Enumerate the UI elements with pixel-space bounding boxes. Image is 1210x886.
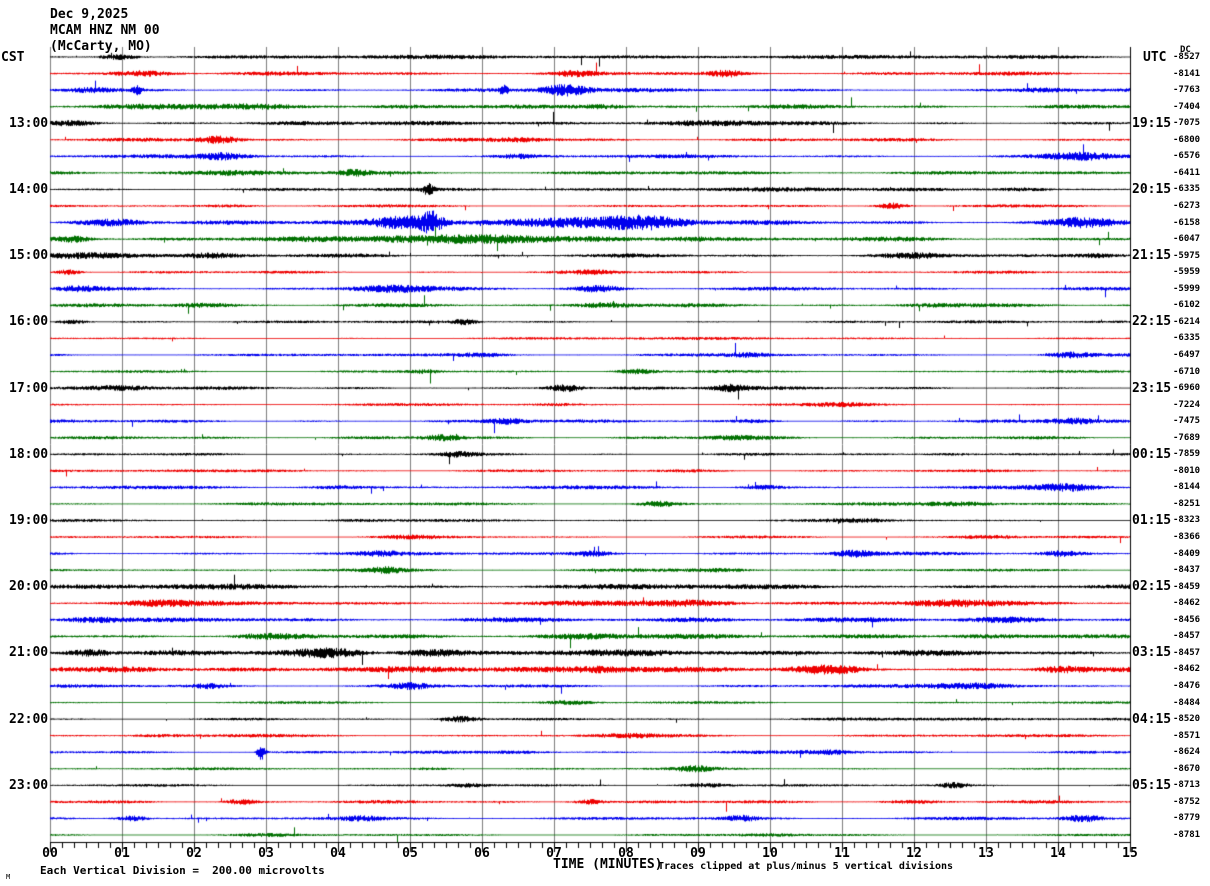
x-axis-tick-label: 14 [1050,846,1066,861]
dc-offset-value: -8141 [1173,68,1201,79]
cst-hour-label: 16:00 [9,314,49,330]
dc-offset-value: -6335 [1173,333,1201,344]
dc-offset-value: -6102 [1173,300,1201,311]
dc-offset-value: -6214 [1173,316,1201,327]
scale-note: Each Vertical Division = 200.00 microvol… [40,864,325,877]
clip-note: Traces clipped at plus/minus 5 vertical … [658,861,954,872]
dc-offset-value: -6273 [1173,200,1201,211]
title-location: (McCarty, MO) [50,39,152,54]
dc-offset-value: -6335 [1173,184,1201,195]
dc-offset-value: -5959 [1173,267,1201,278]
title-station: MCAM HNZ NM 00 [50,23,160,38]
utc-hour-label: 19:15 [1132,115,1172,131]
dc-offset-value: -8366 [1173,532,1201,543]
dc-offset-value: -6800 [1173,134,1201,145]
dc-offset-value: -8527 [1173,52,1201,62]
x-axis-tick-label: 03 [258,846,274,861]
dc-offset-value: -8459 [1173,581,1201,592]
utc-hour-label: 03:15 [1132,645,1172,661]
utc-hour-label: 04:15 [1132,711,1172,727]
dc-offset-value: -8571 [1173,730,1201,741]
x-axis-title: TIME (MINUTES) [553,857,663,872]
utc-hour-label: 00:15 [1132,446,1172,462]
x-axis-tick-label: 07 [546,846,562,861]
x-axis-tick-label: 00 [42,846,58,861]
utc-hour-label: 01:15 [1132,512,1172,528]
dc-offset-value: -8476 [1173,681,1201,692]
dc-offset-value: -8437 [1173,565,1201,576]
dc-offset-value: -7404 [1173,101,1201,112]
cst-hour-label: 13:00 [9,115,49,131]
corner-mark: M [6,873,11,881]
dc-offset-value: -5999 [1173,283,1201,294]
dc-offset-value: -7475 [1173,416,1201,427]
dc-offset-value: -6158 [1173,217,1201,228]
dc-offset-value: -8520 [1173,714,1201,725]
dc-column-header: DC [1180,45,1191,55]
dc-offset-value: -8484 [1173,697,1201,708]
dc-offset-value: -8457 [1173,647,1201,658]
dc-offset-value: -8752 [1173,796,1201,807]
x-axis-tick-label: 10 [762,846,778,861]
dc-offset-value: -8670 [1173,763,1201,774]
dc-offset-value: -6047 [1173,234,1201,245]
dc-offset-value: -7075 [1173,118,1201,129]
title-date: Dec 9,2025 [50,7,129,22]
dc-offset-value: -8624 [1173,747,1201,758]
dc-offset-value: -7763 [1173,85,1201,96]
utc-hour-label: 21:15 [1132,248,1172,264]
dc-offset-value: -6710 [1173,366,1201,377]
dc-offset-value: -8462 [1173,598,1201,609]
cst-hour-label: 14:00 [9,181,49,197]
dc-offset-value: -5975 [1173,250,1201,261]
dc-offset-value: -7224 [1173,399,1201,410]
utc-hour-label: 20:15 [1132,181,1172,197]
utc-hour-label: 23:15 [1132,380,1172,396]
dc-offset-value: -8144 [1173,482,1201,493]
cst-hour-label: 18:00 [9,446,49,462]
x-axis-tick-label: 12 [906,846,922,861]
x-axis-tick-label: 05 [402,846,418,861]
x-axis-tick-label: 11 [834,846,850,861]
right-timezone-label: UTC [1143,50,1167,65]
x-axis-tick-label: 08 [618,846,634,861]
x-axis-tick-label: 02 [186,846,202,861]
dc-offset-value: -7859 [1173,449,1201,460]
dc-offset-value: -6576 [1173,151,1201,162]
x-axis-tick-label: 06 [474,846,490,861]
cst-hour-label: 19:00 [9,512,49,528]
cst-hour-label: 21:00 [9,645,49,661]
x-axis-tick-label: 04 [330,846,346,861]
dc-offset-value: -8251 [1173,498,1201,509]
x-axis-tick-label: 09 [690,846,706,861]
utc-hour-label: 02:15 [1132,579,1172,595]
x-axis-tick-label: 15 [1122,846,1138,861]
dc-offset-value: -8713 [1173,780,1201,791]
dc-offset-value: -8779 [1173,813,1201,824]
dc-offset-value: -6960 [1173,383,1201,394]
dc-offset-value: -8462 [1173,664,1201,675]
x-axis-tick-label: 13 [978,846,994,861]
left-timezone-label: CST [1,50,25,65]
utc-hour-label: 22:15 [1132,314,1172,330]
dc-offset-value: -8781 [1173,830,1201,840]
cst-hour-label: 23:00 [9,777,49,793]
dc-offset-value: -6497 [1173,349,1201,360]
cst-hour-label: 22:00 [9,711,49,727]
dc-offset-value: -8409 [1173,548,1201,559]
dc-offset-value: -7689 [1173,432,1201,443]
dc-offset-value: -8323 [1173,515,1201,526]
cst-hour-label: 15:00 [9,248,49,264]
dc-offset-value: -6411 [1173,167,1201,178]
x-axis-tick-label: 01 [114,846,130,861]
dc-offset-value: -8010 [1173,465,1201,476]
dc-offset-value: -8456 [1173,614,1201,625]
cst-hour-label: 20:00 [9,579,49,595]
utc-hour-label: 05:15 [1132,777,1172,793]
dc-offset-value: -8457 [1173,631,1201,642]
cst-hour-label: 17:00 [9,380,49,396]
